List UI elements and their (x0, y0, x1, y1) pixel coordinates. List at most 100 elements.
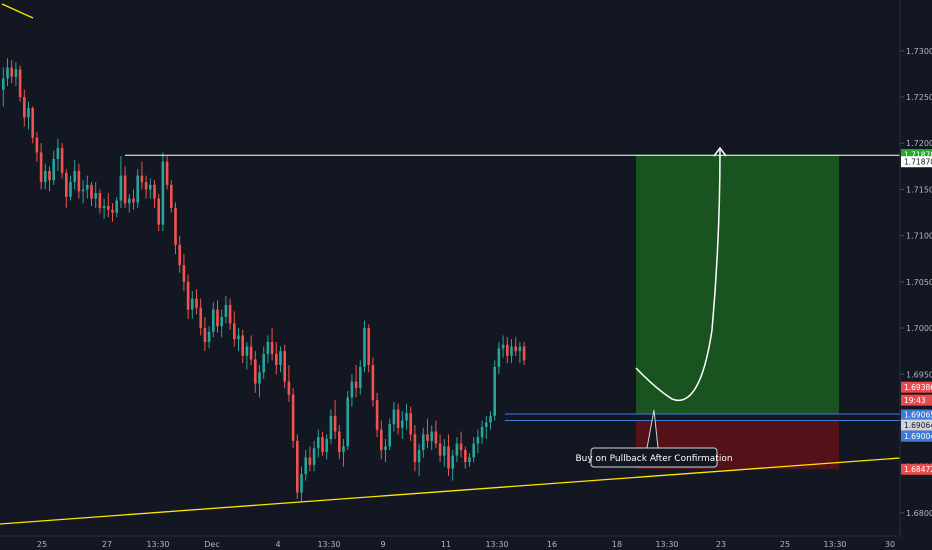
candle-body (191, 298, 194, 310)
x-tick-label: 13:30 (823, 540, 846, 549)
candle (422, 427, 425, 458)
candle (48, 166, 51, 192)
candle (392, 402, 396, 432)
upper-trendline[interactable] (1, 3, 34, 19)
candle-body (350, 381, 354, 398)
candle-body (354, 381, 358, 389)
candle-body (69, 182, 72, 197)
candle-body (195, 298, 198, 308)
candle (409, 406, 412, 441)
price-tag-label: 1.69064 (904, 421, 932, 430)
candle-body (392, 409, 396, 425)
candle-body (107, 206, 110, 210)
candle-body (443, 446, 446, 456)
candle-body (371, 365, 375, 401)
projection-arrow[interactable] (635, 149, 721, 401)
candle (44, 163, 47, 190)
candle-body (60, 147, 64, 173)
candle (140, 161, 144, 190)
candle (165, 156, 169, 190)
candle (115, 196, 118, 218)
x-tick-label: 18 (612, 540, 622, 549)
candlestick-series (1, 58, 526, 502)
x-tick-label: 16 (547, 540, 557, 549)
candle (270, 328, 274, 361)
candle (65, 169, 68, 208)
candle-body (111, 209, 114, 213)
candle-body (283, 351, 286, 382)
candle (426, 418, 429, 449)
candle (153, 180, 156, 208)
support-trendline[interactable] (0, 457, 901, 525)
price-tag-bg (901, 430, 932, 442)
candle (241, 329, 244, 364)
price-tag-bg (901, 381, 932, 393)
candle-body (254, 359, 257, 384)
candle (203, 316, 207, 352)
candle-body (52, 158, 55, 181)
candle-body (165, 161, 169, 185)
candle-body (514, 346, 517, 352)
candle (363, 320, 366, 373)
x-tick-label: 9 (380, 540, 385, 549)
candle (266, 335, 270, 364)
candle-body (245, 346, 249, 356)
candle (212, 302, 215, 338)
candle (325, 434, 328, 460)
candle (375, 392, 379, 438)
candle-body (216, 309, 219, 327)
x-tick-label: 13:30 (146, 540, 169, 549)
candle (329, 409, 333, 444)
candle (149, 178, 152, 199)
candle (489, 411, 492, 430)
candle (128, 194, 131, 213)
candle-body (182, 265, 186, 282)
candle (480, 420, 484, 444)
time-axis-background (0, 536, 932, 550)
candle (94, 182, 97, 208)
candle-body (501, 344, 505, 349)
candle (283, 344, 286, 389)
candle (81, 180, 85, 204)
candle (123, 166, 127, 208)
candle (60, 143, 64, 179)
candle (90, 182, 93, 207)
x-tick-label: 27 (102, 540, 112, 549)
candle (6, 58, 9, 86)
candle-body (136, 175, 139, 203)
candle-body (342, 446, 345, 452)
candle-body (380, 429, 383, 451)
candle (522, 341, 526, 366)
candle-body (31, 108, 34, 138)
x-tick-label: Dec (204, 540, 219, 549)
annotation-box[interactable] (590, 447, 718, 468)
candle (119, 156, 123, 208)
candle (27, 101, 30, 130)
candle (417, 443, 421, 476)
candle-body (10, 67, 13, 77)
candle-body (237, 335, 240, 340)
candle (186, 274, 190, 319)
target-zone[interactable] (636, 154, 839, 415)
candle (31, 106, 34, 144)
price-tag-label: 1.68472 (904, 465, 932, 474)
candle (493, 360, 496, 421)
candle-body (518, 346, 522, 352)
time-axis[interactable]: 25 27 13:30 Dec 4 13:30 9 11 13:30 16 18 13:30 23 25 1… (37, 540, 895, 549)
candle-body (455, 443, 459, 456)
candle (56, 138, 60, 171)
candle (216, 300, 219, 333)
x-tick-label: 23 (716, 540, 726, 549)
candle-body (430, 431, 433, 441)
candle (228, 298, 232, 330)
price-tag: 19:43 (901, 394, 932, 406)
candle-body (73, 170, 76, 183)
candle-body (506, 344, 509, 356)
y-tick-label: 1.71500 (906, 185, 932, 194)
candle-body (459, 443, 463, 451)
candle (262, 346, 265, 379)
candle (308, 446, 312, 472)
price-tag-bg (901, 394, 932, 406)
